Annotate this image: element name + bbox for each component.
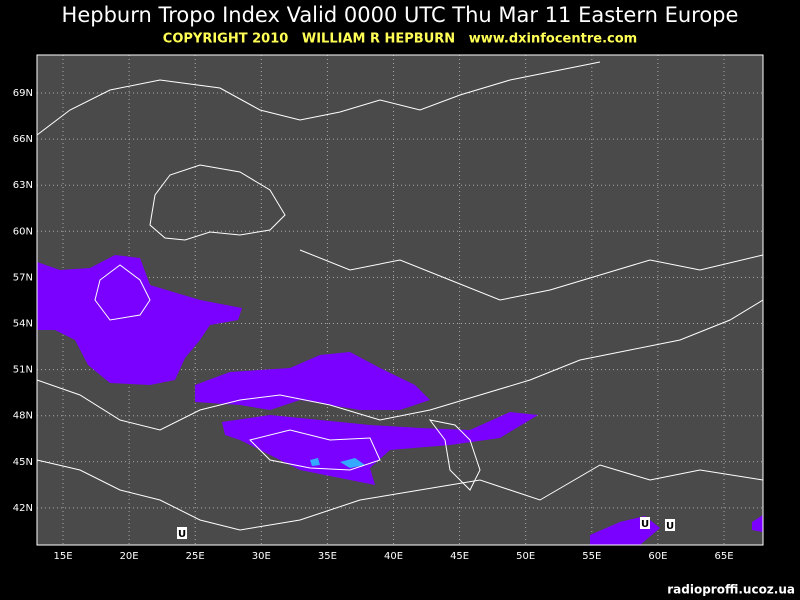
lon-label: 30E [252, 551, 271, 562]
lat-label: 60N [13, 226, 33, 237]
lat-label: 54N [13, 319, 33, 330]
lat-label: 66N [13, 134, 33, 145]
lon-label: 15E [53, 551, 72, 562]
border [299, 249, 764, 301]
title: Hepburn Tropo Index Valid 0000 UTC Thu M… [62, 3, 739, 27]
marker-box [640, 517, 650, 529]
lon-label: 35E [318, 551, 337, 562]
watermark: radioproffi.ucoz.ua [667, 583, 795, 597]
marker-box [177, 527, 187, 539]
marker-label: U [666, 521, 674, 532]
coastline [149, 164, 286, 241]
marker-label: U [641, 519, 649, 530]
lat-label: 48N [13, 411, 33, 422]
black-sea [249, 429, 381, 471]
border [36, 299, 764, 431]
region-high [310, 458, 320, 466]
map-frame [36, 54, 764, 546]
region [222, 412, 538, 485]
marker-label: U [178, 529, 186, 540]
lon-label: 45E [450, 551, 469, 562]
axis-labels: 69N 66N 63N 60N 57N 54N 51N 48N 45N 42N 15E 20E 25E 3… [13, 88, 734, 562]
lat-label: 45N [13, 457, 33, 468]
coastlines [36, 61, 764, 531]
map-area [36, 54, 764, 546]
tropo-regions [37, 255, 763, 545]
region-high [340, 458, 365, 468]
caspian-sea [428, 419, 481, 491]
border [36, 459, 764, 531]
region [37, 255, 242, 385]
marker-box [665, 519, 675, 531]
lat-label: 57N [13, 272, 33, 283]
region [752, 515, 763, 532]
lon-label: 60E [648, 551, 667, 562]
lat-label: 69N [13, 88, 33, 99]
lon-label: 20E [120, 551, 139, 562]
lon-label: 40E [384, 551, 403, 562]
copyright: COPYRIGHT 2010 WILLIAM R HEPBURN www.dxi… [163, 32, 637, 47]
lat-label: 63N [13, 180, 33, 191]
region [195, 352, 430, 410]
markers: UU U [177, 517, 675, 540]
lon-label: 55E [582, 551, 601, 562]
lat-label: 42N [13, 503, 33, 514]
lon-label: 25E [186, 551, 205, 562]
lat-label: 51N [13, 365, 33, 376]
coastline [94, 264, 151, 321]
lon-label: 50E [516, 551, 535, 562]
coastline [36, 61, 601, 136]
lon-label: 65E [714, 551, 733, 562]
